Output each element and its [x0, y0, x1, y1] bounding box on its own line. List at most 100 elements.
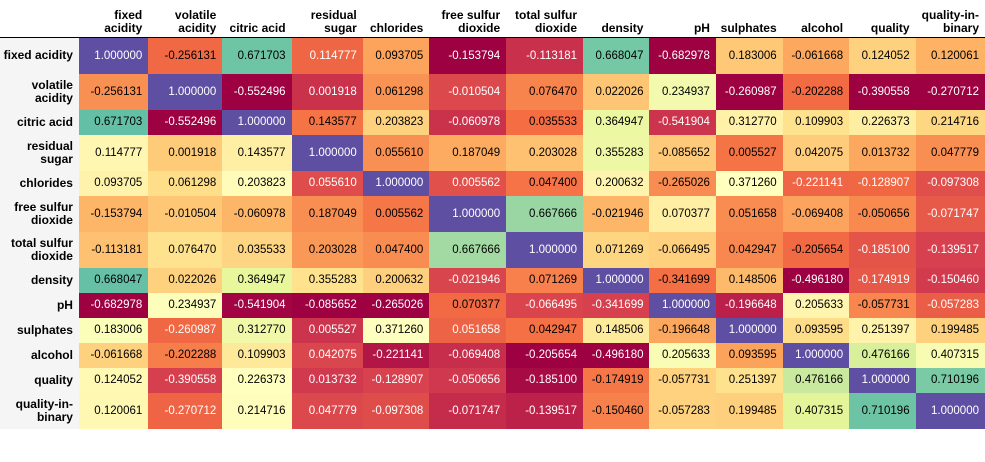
heatmap-cell: 0.371260 [362, 317, 430, 343]
heatmap-cell: 0.187049 [291, 195, 363, 232]
heatmap-cell: -0.496180 [782, 267, 850, 293]
heatmap-cell: 0.668047 [78, 267, 149, 293]
heatmap-cell: 1.000000 [429, 195, 507, 232]
heatmap-cell: 0.214716 [222, 392, 292, 429]
table-row: alcohol -0.061668 -0.202288 0.109903 0.04207… [0, 342, 985, 368]
heatmap-cell: 0.051658 [715, 195, 783, 232]
heatmap-cell: 0.005562 [429, 170, 507, 196]
heatmap-cell: 0.205633 [782, 292, 850, 318]
heatmap-cell: -0.153794 [429, 37, 507, 74]
heatmap-cell: -0.221141 [782, 170, 850, 196]
heatmap-cell: 1.000000 [362, 170, 430, 196]
heatmap-cell: 0.148506 [583, 317, 650, 343]
table-row: free sulfur dioxide -0.153794 -0.010504 -0.… [0, 195, 985, 232]
heatmap-cell: 0.013732 [849, 134, 916, 171]
heatmap-cell: -0.097308 [915, 170, 985, 196]
heatmap-cell: 0.076470 [506, 73, 584, 110]
heatmap-cell: 0.667666 [506, 195, 584, 232]
heatmap-cell: 0.205633 [649, 342, 716, 368]
column-header: alcohol [801, 21, 844, 35]
heatmap-cell: -0.552496 [148, 109, 223, 135]
heatmap-cell: 0.200632 [362, 267, 430, 293]
heatmap-cell: -0.010504 [429, 73, 507, 110]
heatmap-cell: 0.234937 [649, 73, 716, 110]
heatmap-cell: -0.113181 [506, 37, 584, 74]
heatmap-cell: 0.214716 [915, 109, 985, 135]
heatmap-cell: 0.070377 [649, 195, 716, 232]
table-row: residual sugar 0.114777 0.001918 0.143577 1.… [0, 134, 985, 171]
table-row: chlorides 0.093705 0.061298 0.203823 0.05561… [0, 170, 985, 196]
heatmap-cell: -0.341699 [649, 267, 716, 293]
heatmap-cell: -0.256131 [78, 73, 149, 110]
heatmap-cell: 0.183006 [78, 317, 149, 343]
heatmap-cell: -0.060978 [222, 195, 292, 232]
heatmap-cell: 0.355283 [291, 267, 363, 293]
heatmap-cell: -0.128907 [362, 367, 430, 393]
heatmap-cell: 1.000000 [291, 134, 363, 171]
heatmap-cell: -0.260987 [715, 73, 783, 110]
column-header: residual sugar [310, 8, 357, 35]
heatmap-cell: -0.390558 [148, 367, 223, 393]
heatmap-cell: -0.069408 [429, 342, 507, 368]
heatmap-cell: 0.061298 [362, 73, 430, 110]
heatmap-cell: -0.066495 [506, 292, 584, 318]
heatmap-cell: 0.005527 [291, 317, 363, 343]
heatmap-cell: 0.199485 [715, 392, 783, 429]
heatmap-cell: 0.668047 [583, 37, 650, 74]
row-header: citric acid [0, 109, 79, 135]
heatmap-cell: -0.057731 [649, 367, 716, 393]
heatmap-cell: -0.270712 [915, 73, 985, 110]
heatmap-cell: -0.270712 [148, 392, 223, 429]
heatmap-cell: -0.174919 [583, 367, 650, 393]
row-header: residual sugar [0, 134, 79, 171]
heatmap-cell: 0.710196 [915, 367, 985, 393]
heatmap-cell: 1.000000 [915, 392, 985, 429]
heatmap-cell: -0.050656 [849, 195, 916, 232]
column-header: fixed acidity [104, 8, 143, 35]
heatmap-cell: 0.114777 [78, 134, 149, 171]
heatmap-cell: 0.109903 [782, 109, 850, 135]
table-row: fixed acidity 1.000000 -0.256131 0.671703 0.… [0, 37, 985, 74]
table-row: volatile acidity -0.256131 1.000000 -0.5524… [0, 73, 985, 110]
heatmap-cell: 0.143577 [222, 134, 292, 171]
table-row: sulphates 0.183006 -0.260987 0.312770 0.0055… [0, 317, 985, 343]
heatmap-cell: 0.047779 [291, 392, 363, 429]
heatmap-cell: -0.205654 [782, 231, 850, 268]
heatmap-cell: -0.265026 [362, 292, 430, 318]
heatmap-cell: -0.682978 [78, 292, 149, 318]
heatmap-cell: 0.476166 [849, 342, 916, 368]
heatmap-cell: -0.139517 [506, 392, 584, 429]
heatmap-cell: 0.251397 [849, 317, 916, 343]
heatmap-cell: -0.196648 [649, 317, 716, 343]
heatmap-cell: -0.260987 [148, 317, 223, 343]
heatmap-cell: -0.066495 [649, 231, 716, 268]
heatmap-cell: 0.120061 [78, 392, 149, 429]
corner-cell [0, 0, 79, 38]
heatmap-cell: -0.541904 [222, 292, 292, 318]
heatmap-cell: 0.005527 [715, 134, 783, 171]
row-header: sulphates [0, 317, 79, 343]
heatmap-cell: 0.226373 [849, 109, 916, 135]
heatmap-cell: -0.541904 [649, 109, 716, 135]
heatmap-cell: 1.000000 [222, 109, 292, 135]
column-header: free sulfur dioxide [441, 8, 501, 35]
heatmap-cell: 0.055610 [291, 170, 363, 196]
column-header: citric acid [229, 21, 286, 35]
column-header: volatile acidity [174, 8, 217, 35]
heatmap-cell: 0.114777 [291, 37, 363, 74]
heatmap-cell: 0.120061 [915, 37, 985, 74]
heatmap-cell: 0.093595 [715, 342, 783, 368]
heatmap-cell: 0.476166 [782, 367, 850, 393]
heatmap-cell: -0.221141 [362, 342, 430, 368]
table-row: density 0.668047 0.022026 0.364947 0.355283 0… [0, 267, 985, 293]
heatmap-cell: 0.042075 [291, 342, 363, 368]
column-header: pH [693, 21, 710, 35]
heatmap-cell: -0.085652 [291, 292, 363, 318]
heatmap-cell: 0.667666 [429, 231, 507, 268]
row-header: volatile acidity [0, 73, 79, 110]
heatmap-cell: 0.226373 [222, 367, 292, 393]
heatmap-cell: -0.069408 [782, 195, 850, 232]
heatmap-cell: -0.021946 [429, 267, 507, 293]
heatmap-cell: 0.407315 [915, 342, 985, 368]
heatmap-cell: 0.203823 [222, 170, 292, 196]
